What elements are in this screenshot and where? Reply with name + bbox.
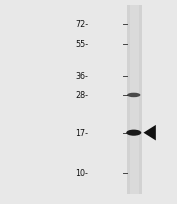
Bar xyxy=(130,6,139,194)
Text: 10-: 10- xyxy=(76,169,88,177)
Text: 72-: 72- xyxy=(75,20,88,29)
Text: 17-: 17- xyxy=(76,129,88,137)
Text: 55-: 55- xyxy=(75,40,88,49)
Polygon shape xyxy=(143,125,156,141)
Ellipse shape xyxy=(126,130,141,136)
Bar xyxy=(127,6,142,194)
Text: 36-: 36- xyxy=(76,72,88,81)
Text: 28-: 28- xyxy=(76,91,88,100)
Ellipse shape xyxy=(127,93,140,98)
